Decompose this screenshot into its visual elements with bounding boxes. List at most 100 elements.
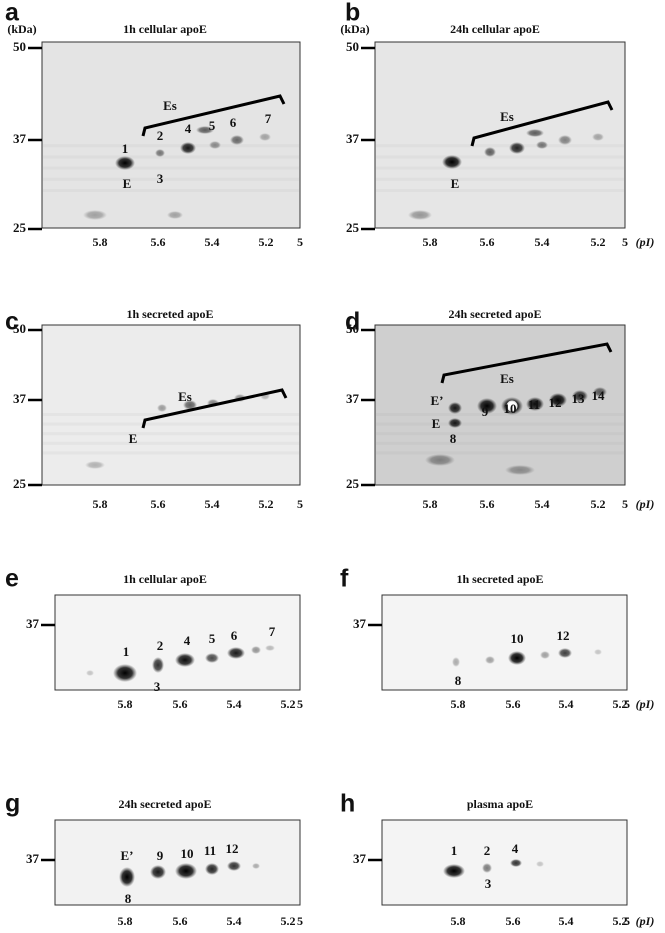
x-tick-label: 5.6	[480, 497, 495, 511]
spot-label: 2	[484, 843, 491, 858]
x-unit: (pI)	[636, 497, 655, 511]
x-tick-label: 5	[297, 914, 303, 928]
panel-letter: f	[340, 565, 349, 593]
x-tick-label: 5	[622, 235, 628, 249]
protein-spot	[152, 657, 164, 673]
y-unit: (kDa)	[340, 22, 369, 36]
spot-label: 3	[154, 679, 161, 694]
x-tick-label: 5.4	[227, 697, 242, 711]
spot-label: Es	[178, 389, 192, 404]
x-tick-label: 5	[297, 497, 303, 511]
panel-title: 1h cellular apoE	[123, 22, 207, 36]
spot-label: 8	[455, 673, 462, 688]
protein-spot	[150, 865, 166, 879]
y-tick-label: 50	[346, 39, 359, 54]
x-tick-label: 5.2	[259, 235, 274, 249]
spot-label: E	[129, 431, 138, 446]
protein-spot	[183, 400, 197, 410]
spot-label: Es	[163, 98, 177, 113]
gel-smear	[42, 422, 300, 426]
gel-image	[374, 41, 626, 229]
bracket	[440, 342, 613, 384]
protein-spot	[572, 390, 588, 402]
y-tick-label: 25	[346, 476, 360, 491]
x-tick-label: 5.8	[423, 235, 438, 249]
protein-spot	[86, 670, 94, 676]
panel-title: 1h cellular apoE	[123, 572, 207, 586]
protein-spot	[510, 859, 522, 867]
x-tick-label: 5.8	[451, 914, 466, 928]
protein-spot	[157, 404, 167, 412]
x-tick-label: 5.4	[205, 497, 220, 511]
x-tick-label: 5.8	[93, 497, 108, 511]
protein-spot	[442, 155, 462, 169]
x-tick-label: 5.4	[227, 914, 242, 928]
x-tick-label: 5.6	[173, 697, 188, 711]
gel-smear	[375, 451, 625, 455]
spot-label: 3	[485, 876, 492, 891]
protein-spot	[558, 648, 572, 658]
gel-smear	[42, 177, 300, 181]
protein-spot	[259, 133, 271, 141]
x-tick-label: 5	[297, 697, 303, 711]
protein-spot	[448, 402, 462, 414]
spot-label: Es	[500, 109, 514, 124]
spot-label: 7	[265, 111, 272, 126]
bracket	[141, 94, 286, 137]
x-tick-label: 5.6	[480, 235, 495, 249]
gel-smear	[42, 166, 300, 170]
spot-label: 1	[451, 843, 458, 858]
gel-smear	[42, 155, 300, 159]
panel-title: plasma apoE	[467, 797, 533, 811]
spot-label: 2	[157, 128, 164, 143]
y-tick-label: 25	[13, 476, 27, 491]
spot-label: 4	[185, 121, 192, 136]
protein-spot	[167, 211, 183, 219]
y-tick-label: 37	[13, 131, 27, 146]
protein-spot	[592, 133, 604, 141]
spot-label: 1	[123, 644, 130, 659]
gel-image	[41, 41, 301, 229]
gel-smear	[375, 188, 625, 192]
spot-label: 12	[549, 395, 562, 410]
y-tick-label: 37	[353, 616, 367, 631]
x-tick-label: 5.4	[205, 235, 220, 249]
spot-label: 9	[157, 848, 164, 863]
protein-spot	[230, 135, 244, 145]
y-tick-label: 37	[13, 391, 27, 406]
y-tick-label: 50	[13, 321, 26, 336]
gel-smear	[375, 413, 625, 416]
spot-label: E	[123, 176, 132, 191]
protein-spot-ring	[506, 400, 518, 412]
x-tick-label: 5.2	[281, 697, 296, 711]
x-unit: (pI)	[636, 235, 655, 249]
spot-label: E	[451, 176, 460, 191]
spot-label: 11	[528, 397, 540, 412]
gel-smear	[375, 144, 625, 148]
spot-label: 5	[209, 118, 216, 133]
gel-smear	[375, 422, 625, 426]
gel-smear	[375, 441, 625, 445]
spot-label: Es	[500, 371, 514, 386]
protein-spot	[536, 141, 548, 149]
spot-label: 11	[204, 843, 216, 858]
spot-label: 14	[592, 388, 606, 403]
panel-letter: a	[5, 0, 20, 27]
protein-spot	[448, 418, 462, 428]
x-tick-label: 5.6	[506, 914, 521, 928]
spot-label: 8	[450, 431, 457, 446]
gel-image	[41, 324, 301, 486]
panel-letter: e	[5, 565, 19, 593]
protein-spot	[119, 867, 135, 887]
protein-spot	[205, 653, 219, 663]
y-unit: (kDa)	[7, 22, 36, 36]
x-tick-label: 5	[624, 697, 630, 711]
spot-label: 12	[557, 628, 570, 643]
panel-letter: d	[345, 308, 360, 336]
protein-spot	[477, 398, 497, 414]
protein-spot	[209, 141, 221, 149]
panel-letter: b	[345, 0, 360, 27]
protein-spot	[558, 135, 572, 145]
x-tick-label: 5.6	[151, 497, 166, 511]
